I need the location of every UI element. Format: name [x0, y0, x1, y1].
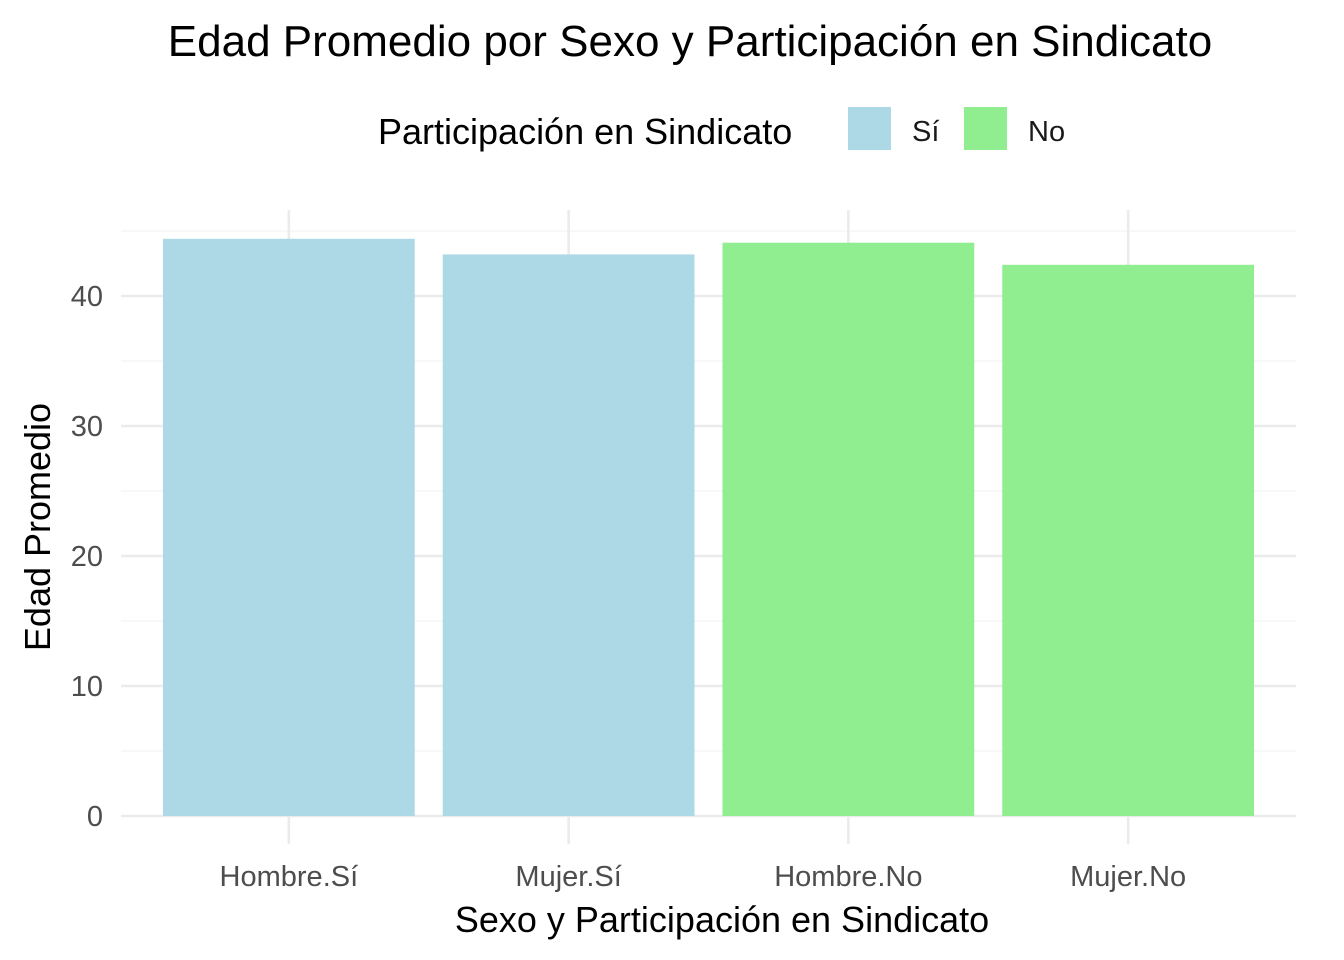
x-tick-label: Mujer.Sí [515, 861, 621, 893]
x-tick-label: Hombre.No [774, 861, 922, 893]
y-tick-label: 10 [71, 671, 103, 703]
legend-swatch-si [848, 107, 891, 150]
y-tick-labels: 0 10 20 30 40 [71, 281, 103, 833]
bar-mujer-no [1002, 264, 1255, 816]
y-tick-label: 20 [71, 541, 103, 573]
x-tick-labels: Hombre.Sí Mujer.Sí Hombre.No Mujer.No [220, 861, 1187, 893]
bar-hombre-no [722, 242, 975, 816]
y-tick-label: 0 [87, 801, 103, 833]
bars [162, 238, 1255, 817]
chart-title: Edad Promedio por Sexo y Participación e… [168, 17, 1212, 66]
bar-hombre-s- [162, 238, 415, 817]
x-tick-label: Hombre.Sí [220, 861, 359, 893]
y-axis-title: Edad Promedio [17, 403, 58, 651]
bar-mujer-s- [442, 254, 695, 816]
y-tick-label: 40 [71, 281, 103, 313]
x-axis-title: Sexo y Participación en Sindicato [455, 899, 989, 940]
legend-label-si: Sí [912, 116, 939, 148]
legend-swatch-no [964, 107, 1007, 150]
legend: Participación en Sindicato Sí No [378, 107, 1065, 152]
y-tick-label: 30 [71, 411, 103, 443]
legend-title: Participación en Sindicato [378, 111, 792, 152]
legend-label-no: No [1028, 116, 1065, 148]
x-tick-label: Mujer.No [1070, 861, 1186, 893]
